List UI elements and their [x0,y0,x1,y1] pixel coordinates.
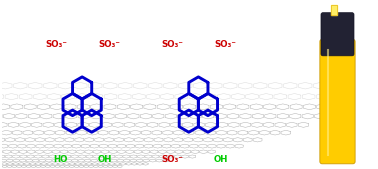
FancyBboxPatch shape [320,39,355,164]
Text: SO₃⁻: SO₃⁻ [161,155,183,164]
Bar [0,56,328,101]
FancyBboxPatch shape [321,13,354,56]
Text: HO: HO [53,155,67,164]
Text: SO₃⁻: SO₃⁻ [45,40,67,49]
Polygon shape [331,5,338,15]
Text: SO₃⁻: SO₃⁻ [214,40,236,49]
Text: OH: OH [98,155,112,164]
Text: OH: OH [214,155,228,164]
Text: SO₃⁻: SO₃⁻ [98,40,120,49]
Text: SO₃⁻: SO₃⁻ [161,40,183,49]
